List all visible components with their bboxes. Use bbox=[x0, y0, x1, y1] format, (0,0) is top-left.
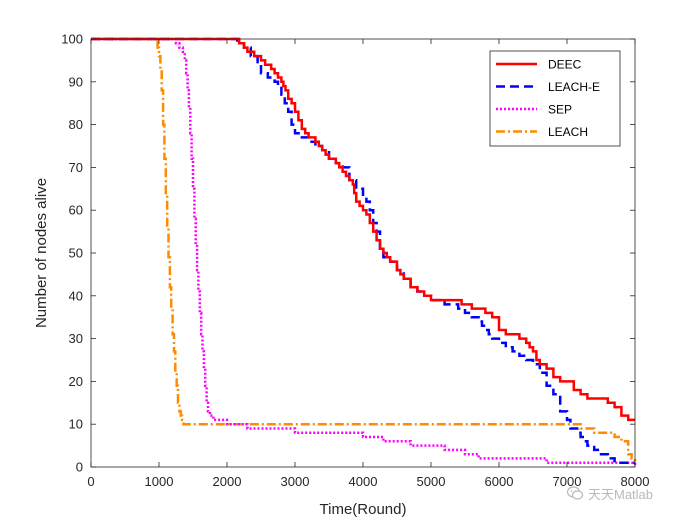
y-tick-label: 60 bbox=[69, 203, 83, 218]
y-axis-label: Number of nodes alive bbox=[33, 178, 50, 328]
y-tick-label: 0 bbox=[76, 460, 83, 475]
x-tick-label: 4000 bbox=[349, 474, 378, 489]
y-tick-label: 80 bbox=[69, 117, 83, 132]
x-tick-label: 8000 bbox=[621, 474, 650, 489]
y-tick-label: 50 bbox=[69, 246, 83, 261]
y-tick-label: 10 bbox=[69, 417, 83, 432]
x-tick-label: 7000 bbox=[553, 474, 582, 489]
legend-label: LEACH-E bbox=[548, 80, 600, 94]
series-line-sep bbox=[91, 37, 637, 467]
tick-layer: 0 1000 2000 3000 4000 5000 6000 7000 8000 0 10 20 30… bbox=[61, 32, 649, 490]
y-tick-label: 30 bbox=[69, 331, 83, 346]
watermark-text: 天天Matlab bbox=[588, 486, 654, 502]
series-line-deec bbox=[91, 37, 635, 422]
y-tick-label: 70 bbox=[69, 160, 83, 175]
x-tick-label: 0 bbox=[87, 474, 94, 489]
x-tick-label: 2000 bbox=[213, 474, 242, 489]
series-layer bbox=[91, 37, 637, 467]
watermark: 天天Matlab bbox=[566, 482, 653, 504]
legend: DEEC LEACH-E SEP LEACH bbox=[489, 50, 621, 147]
x-axis-label: Time(Round) bbox=[320, 501, 407, 518]
wechat-bubble-icon bbox=[566, 486, 584, 500]
y-tick-label: 20 bbox=[69, 374, 83, 389]
legend-label: SEP bbox=[548, 103, 572, 117]
legend-box bbox=[489, 50, 621, 147]
legend-label: DEEC bbox=[548, 58, 582, 72]
y-tick-label: 90 bbox=[69, 74, 83, 89]
y-tick-label: 100 bbox=[61, 32, 83, 47]
series-line-leach bbox=[91, 37, 637, 463]
legend-label: LEACH bbox=[548, 125, 588, 139]
x-tick-label: 3000 bbox=[281, 474, 310, 489]
x-tick-label: 1000 bbox=[145, 474, 174, 489]
x-tick-label: 5000 bbox=[417, 474, 446, 489]
y-tick-label: 40 bbox=[69, 288, 83, 303]
x-tick-label: 6000 bbox=[485, 474, 514, 489]
